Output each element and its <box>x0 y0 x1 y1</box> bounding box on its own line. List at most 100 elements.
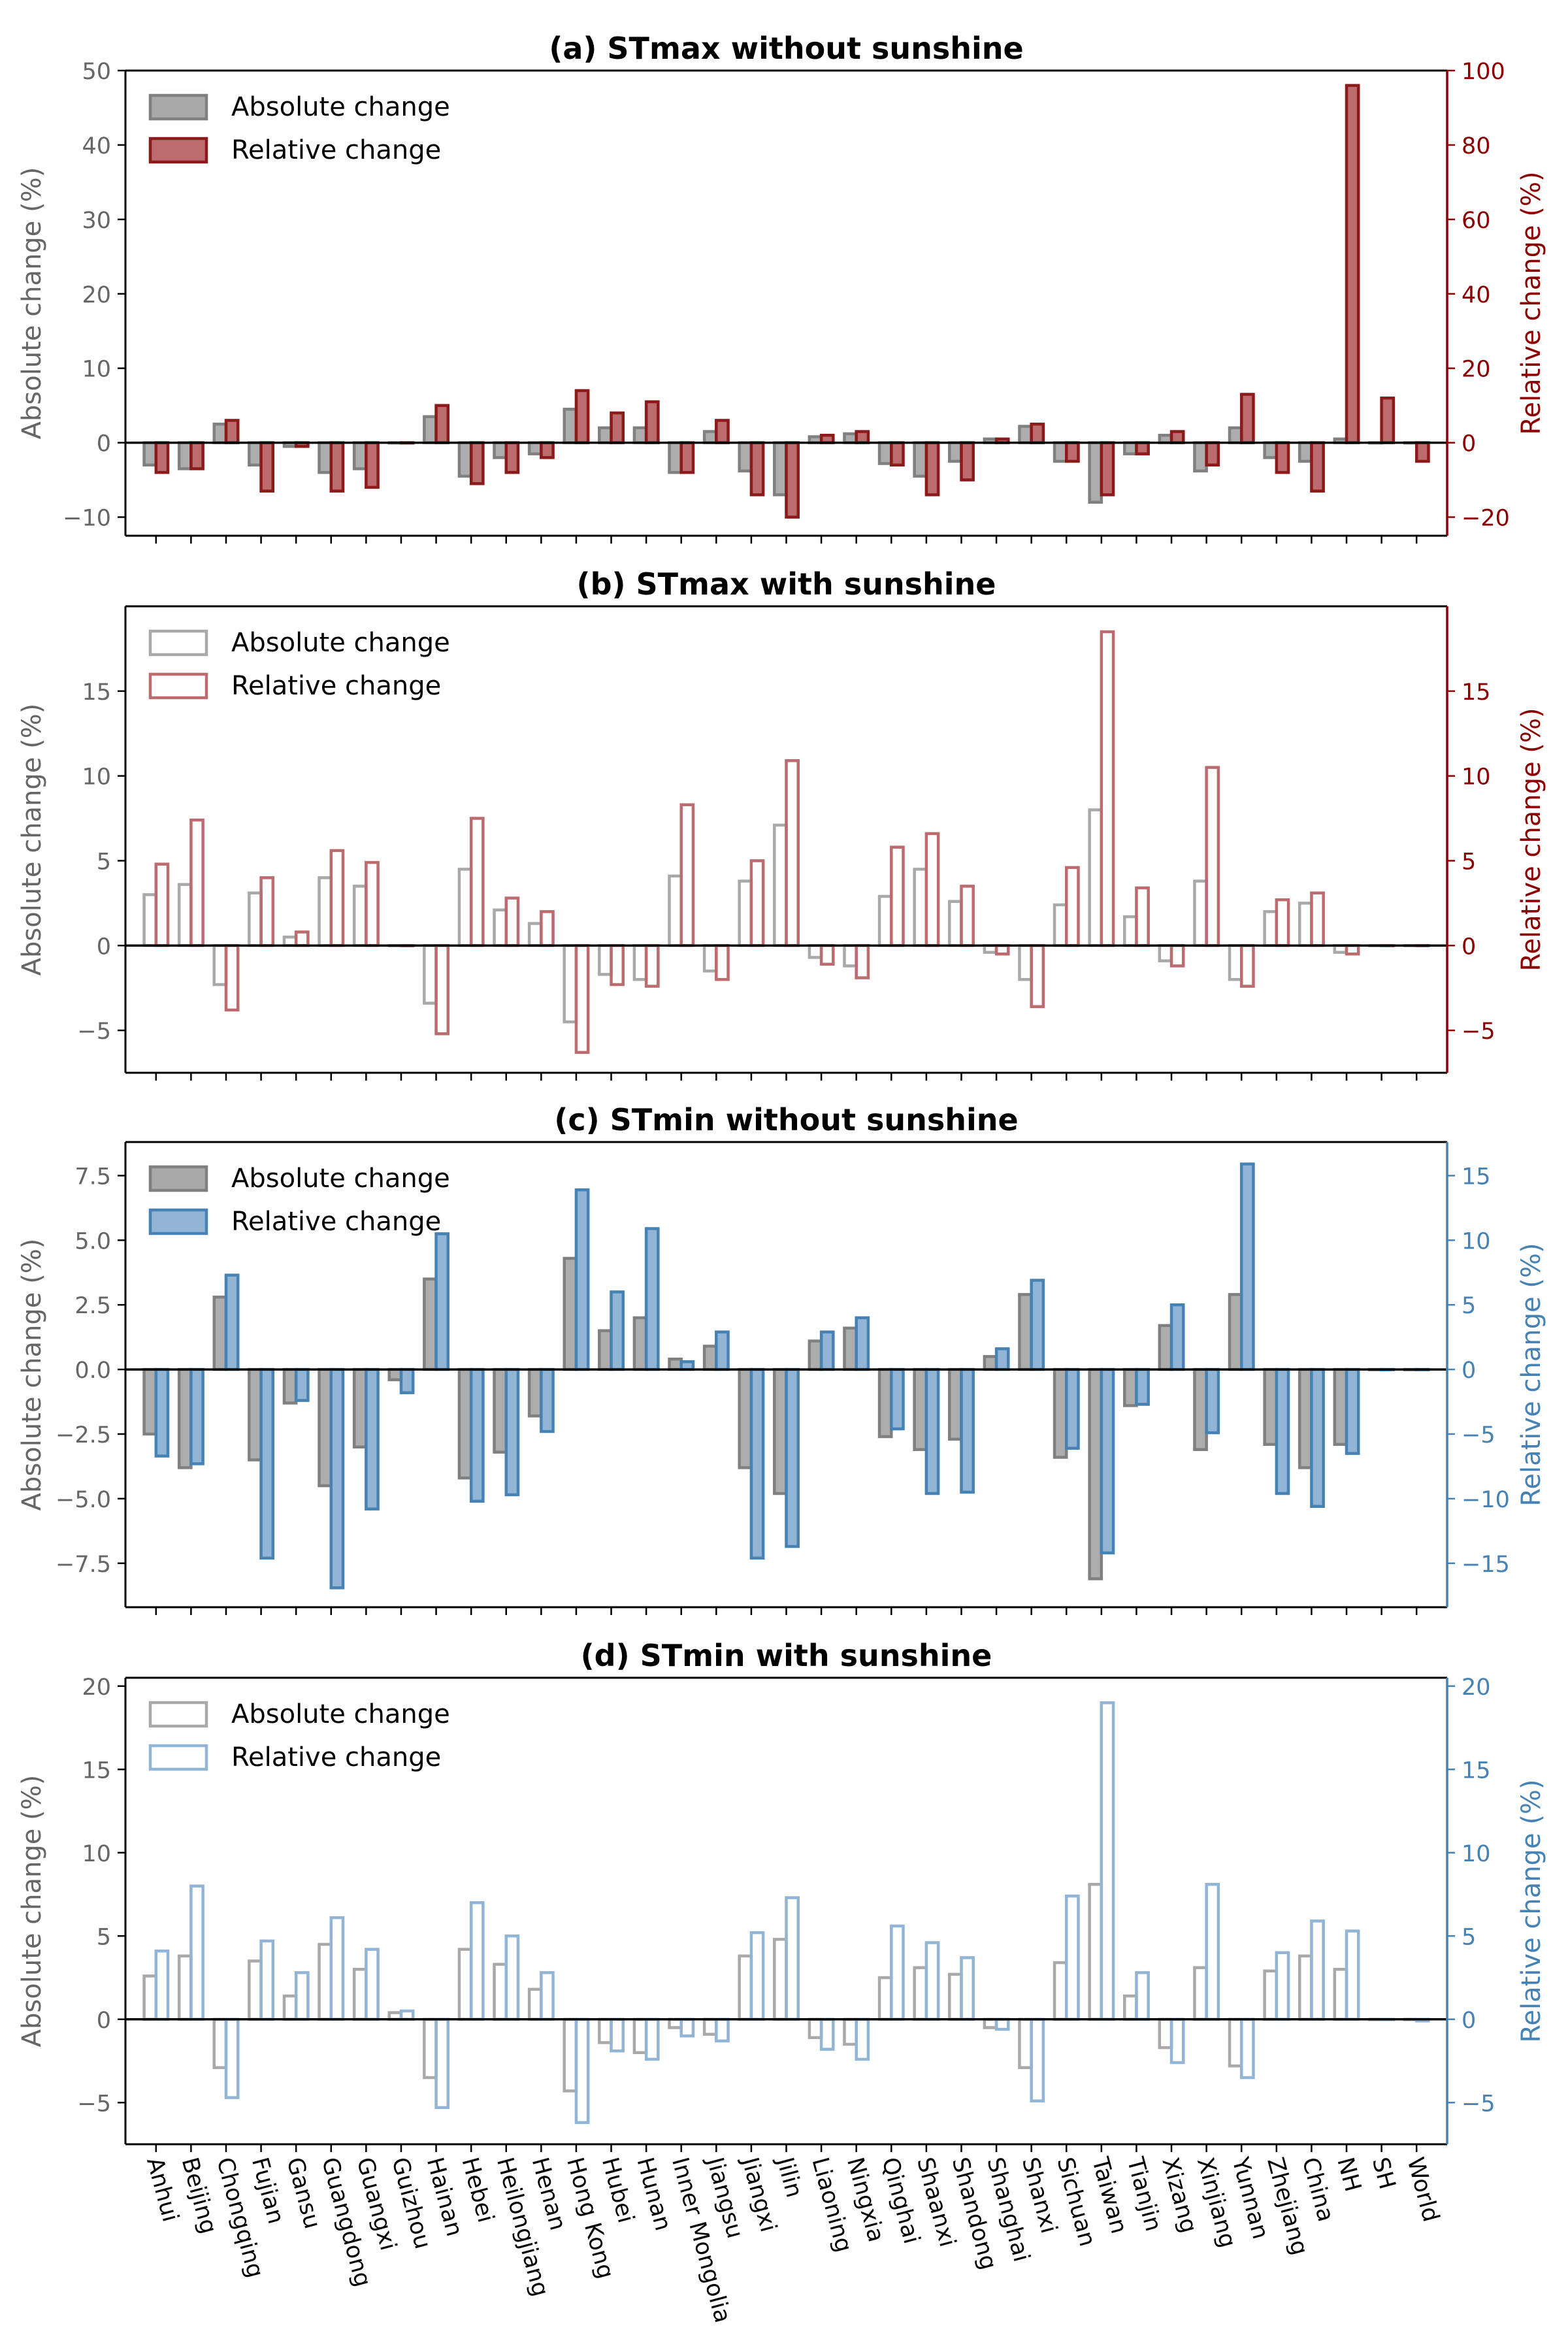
chart-panel-3: (d) STmin with sunshine −5 0 5 10 15 20 −5 0 5 10 1… <box>17 1638 1546 2152</box>
bar-relative-change <box>924 1941 940 2021</box>
left-tick-label: 10 <box>82 357 111 383</box>
left-tick-label: 0 <box>97 2008 111 2034</box>
bar-relative-change <box>960 1956 975 2021</box>
bar-relative-change <box>154 1949 170 2021</box>
bar-relative-change <box>679 803 695 947</box>
bar-relative-change <box>1169 1303 1185 1371</box>
bar-absolute-change <box>248 891 263 947</box>
bar-absolute-change <box>948 900 963 947</box>
bar-absolute-change <box>1158 944 1173 962</box>
bar-absolute-change <box>527 922 543 947</box>
bar-absolute-change <box>1088 808 1103 947</box>
x-tick-label: NH <box>1331 2155 1365 2195</box>
bar-absolute-change <box>318 876 333 947</box>
bar-absolute-change <box>423 944 438 1005</box>
bar-absolute-change <box>527 1987 543 2021</box>
bar-absolute-change <box>423 1277 438 1371</box>
right-tick-label: −5 <box>1462 1019 1495 1045</box>
bar-absolute-change <box>457 441 473 478</box>
right-tick-label: −5 <box>1462 2091 1495 2117</box>
bar-relative-change <box>715 419 730 444</box>
legend: Absolute change Relative change <box>148 1699 450 1772</box>
left-tick-label: 0 <box>97 431 111 457</box>
bar-relative-change <box>224 944 240 1012</box>
bar-absolute-change <box>1298 441 1313 463</box>
bar-relative-change <box>154 862 170 947</box>
bar-absolute-change <box>1333 1968 1348 2021</box>
legend-swatch-absolute <box>148 1701 208 1728</box>
bar-absolute-change <box>248 441 263 467</box>
bar-relative-change <box>924 1367 940 1495</box>
chart-panel-1: (b) STmax with sunshine −5 0 5 10 15 −5 0 5 10 15 A… <box>17 566 1546 1081</box>
bar-absolute-change <box>773 1938 788 2021</box>
bar-absolute-change <box>738 879 753 947</box>
bar-absolute-change <box>843 432 858 444</box>
bar-relative-change <box>1239 1162 1255 1371</box>
bar-relative-change <box>504 441 520 474</box>
bar-relative-change <box>1030 944 1045 1008</box>
right-tick-label: −15 <box>1462 1552 1510 1578</box>
left-tick-label: 30 <box>82 208 111 234</box>
bar-absolute-change <box>527 1367 543 1418</box>
right-tick-label: 0 <box>1462 431 1476 457</box>
bar-absolute-change <box>493 1367 508 1454</box>
bar-relative-change <box>1205 766 1220 947</box>
right-tick-label: 0 <box>1462 2008 1476 2034</box>
x-tick-label: Anhui <box>141 2155 184 2225</box>
bar-relative-change <box>855 944 870 979</box>
right-tick-label: 0 <box>1462 934 1476 960</box>
bar-absolute-change <box>1122 1367 1138 1407</box>
bar-relative-change <box>994 944 1010 956</box>
bar-absolute-change <box>1053 441 1068 463</box>
bar-absolute-change <box>1263 1367 1279 1446</box>
bar-relative-change <box>1169 2017 1185 2065</box>
bar-absolute-change <box>598 944 613 976</box>
right-tick-label: 15 <box>1462 1164 1491 1190</box>
bar-relative-change <box>540 441 555 459</box>
bar-absolute-change <box>668 441 683 474</box>
bar-absolute-change <box>598 426 613 444</box>
left-tick-label: 7.5 <box>74 1164 111 1190</box>
chart-title: (c) STmin without sunshine <box>554 1102 1018 1137</box>
bar-absolute-change <box>948 1972 963 2021</box>
bar-absolute-change <box>843 1326 858 1371</box>
bar-relative-change <box>329 1367 345 1590</box>
bar-relative-change <box>259 1939 275 2021</box>
left-tick-label: −5 <box>77 1019 111 1045</box>
bar-relative-change <box>434 404 450 444</box>
legend-swatch-absolute <box>148 93 208 121</box>
bar-relative-change <box>644 1227 660 1371</box>
bar-relative-change <box>154 441 170 474</box>
bar-absolute-change <box>212 1296 228 1371</box>
bar-relative-change <box>890 1924 905 2021</box>
bar-absolute-change <box>282 1367 298 1405</box>
bar-relative-change <box>1310 1919 1325 2021</box>
bar-absolute-change <box>702 944 718 973</box>
legend-swatch-relative <box>148 672 208 700</box>
legend-swatch-absolute <box>148 1165 208 1192</box>
bar-relative-change <box>259 876 275 947</box>
bar-relative-change <box>785 441 800 519</box>
bar-relative-change <box>1414 441 1430 463</box>
bar-absolute-change <box>457 1367 473 1480</box>
bar-relative-change <box>1169 944 1185 968</box>
bar-relative-change <box>855 2017 870 2061</box>
bar-relative-change <box>469 1367 485 1503</box>
bar-absolute-change <box>1228 2017 1243 2068</box>
right-tick-label: 5 <box>1462 1293 1476 1319</box>
bar-relative-change <box>329 849 345 947</box>
left-tick-label: 0.0 <box>74 1358 111 1384</box>
bar-relative-change <box>819 1330 835 1371</box>
bar-absolute-change <box>808 1339 823 1371</box>
bar-relative-change <box>1169 430 1185 444</box>
bar-relative-change <box>434 944 450 1036</box>
bar-relative-change <box>329 441 345 493</box>
bar-absolute-change <box>248 1367 263 1462</box>
bar-relative-change <box>504 896 520 947</box>
bar-relative-change <box>434 1232 450 1371</box>
chart-panel-0: (a) STmax without sunshine −10 0 10 20 30 40 50… <box>17 31 1546 544</box>
bar-relative-change <box>1100 441 1115 497</box>
bar-relative-change <box>259 441 275 493</box>
bar-absolute-change <box>493 908 508 947</box>
bar-absolute-change <box>142 1367 158 1436</box>
